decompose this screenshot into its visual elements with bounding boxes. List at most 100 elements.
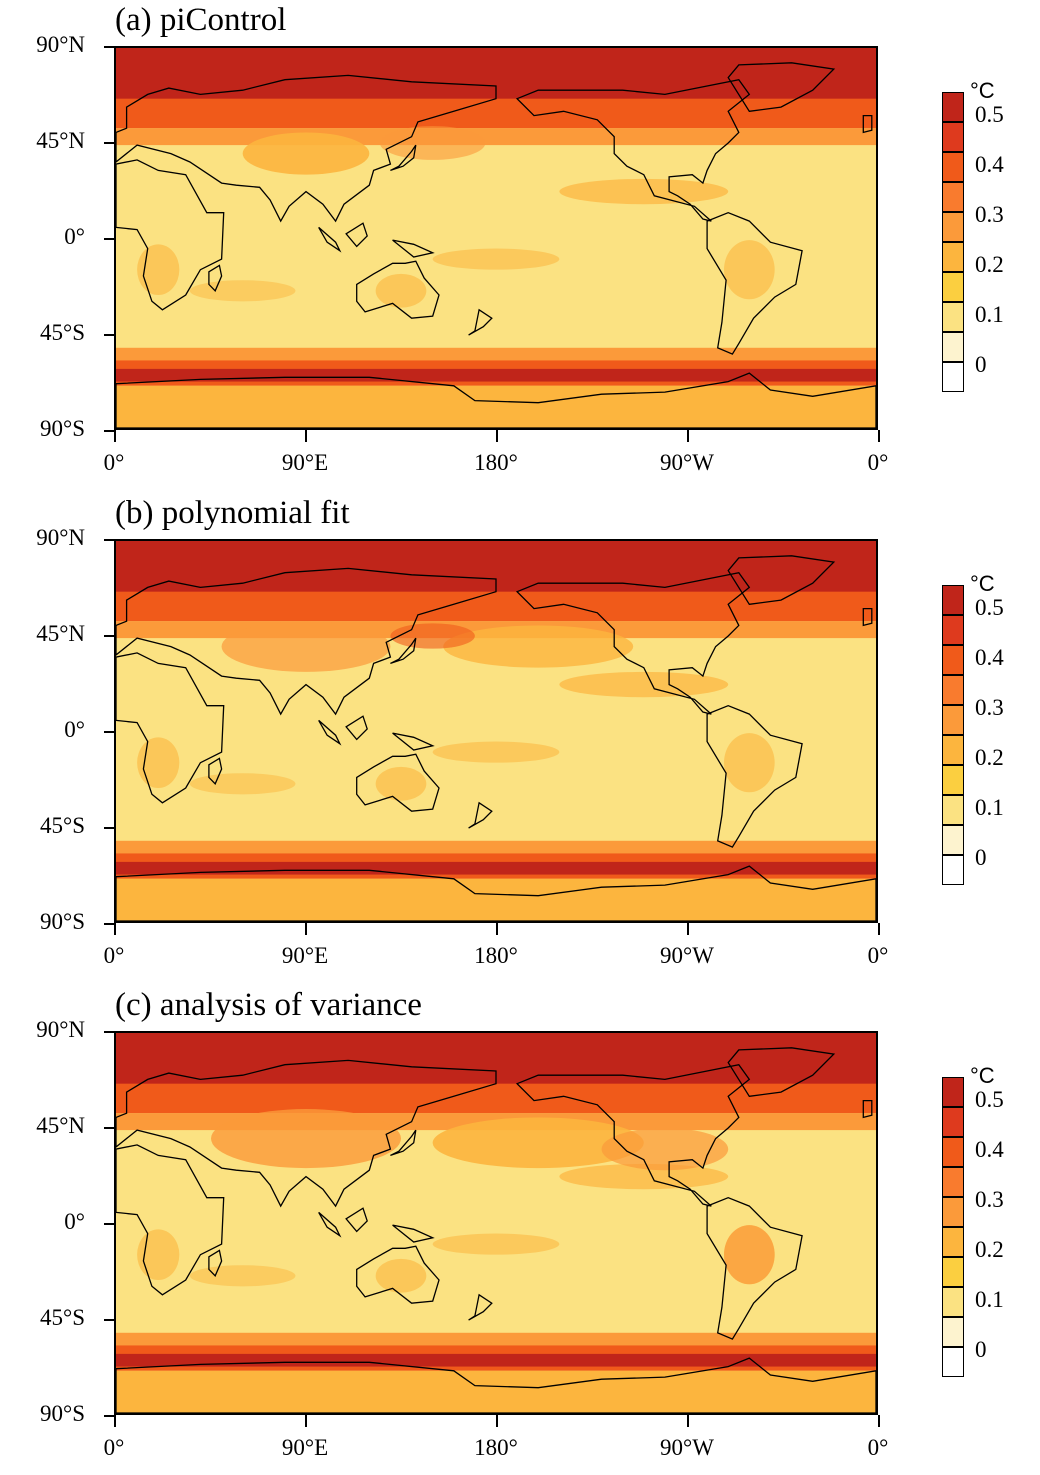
field-anomaly: [559, 671, 729, 698]
latitude-label: 90°N: [36, 525, 85, 550]
coastline: [515, 1063, 751, 1207]
longitude-label: 0°: [867, 450, 889, 475]
coastline: [727, 62, 836, 112]
coastline: [862, 607, 873, 627]
latitude-label: 45°S: [40, 813, 85, 838]
temperature-map: [114, 46, 878, 430]
field-anomaly: [724, 1225, 775, 1285]
coastline: [318, 719, 342, 746]
coastline: [468, 1293, 493, 1321]
longitude-label: 0°: [103, 1435, 125, 1460]
latitude-tick: [104, 238, 114, 240]
field-anomaly: [137, 737, 180, 788]
colorbar-label: 0.2: [975, 745, 1004, 770]
panel-title: (b) polynomial fit: [115, 495, 350, 531]
panel-title: (c) analysis of variance: [115, 987, 422, 1023]
coastline: [116, 1357, 876, 1413]
colorbar-swatch: [942, 615, 964, 645]
colorbar-label: 0: [975, 1337, 987, 1362]
field-band: [116, 861, 876, 875]
colorbar-swatch: [942, 1257, 964, 1287]
colorbar: °C 0.5 0.4 0.3 0.2 0.1 0: [942, 1063, 1004, 1377]
latitude-label: 45°S: [40, 320, 85, 345]
coastline: [727, 555, 836, 605]
latitude-tick: [104, 539, 114, 541]
colorbar-swatch: [942, 1137, 964, 1167]
longitude-tick: [878, 1415, 880, 1427]
latitude-tick: [104, 1319, 114, 1321]
map-panel: (a) piControl 90°N 45°N 0° 45°S 90°S 0° 90°E 180…: [0, 0, 1040, 490]
colorbar-label: 0: [975, 845, 987, 870]
colorbar-swatch: [942, 855, 964, 885]
latitude-label: 45°S: [40, 1305, 85, 1330]
latitude-label: 0°: [64, 717, 85, 742]
longitude-tick: [114, 1415, 116, 1427]
field-band: [116, 1353, 876, 1367]
colorbar-swatch: [942, 585, 964, 615]
latitude-tick: [104, 923, 114, 925]
colorbar-swatch: [942, 1287, 964, 1317]
colorbar-unit: °C: [970, 78, 995, 103]
coastline: [392, 1224, 435, 1243]
colorbar-label: 0.2: [975, 1237, 1004, 1262]
map-panel: (c) analysis of variance 90°N 45°N 0° 45°S 90…: [0, 985, 1040, 1475]
colorbar-swatch: [942, 1107, 964, 1137]
colorbar-label: 0.5: [975, 102, 1004, 127]
longitude-label: 90°E: [281, 450, 329, 475]
coastline: [390, 637, 417, 665]
field-anomaly: [189, 280, 296, 302]
coastline: [356, 1245, 440, 1304]
longitude-tick: [114, 923, 116, 935]
longitude-tick: [878, 430, 880, 442]
colorbar-label: 0.3: [975, 202, 1004, 227]
coastline: [116, 652, 225, 804]
field-band: [116, 878, 876, 921]
colorbar-swatch: [942, 645, 964, 675]
colorbar-label: 0.1: [975, 302, 1004, 327]
map-canvas: [116, 541, 876, 921]
coastline: [345, 222, 368, 248]
temperature-map: [114, 1031, 878, 1415]
latitude-tick: [104, 1031, 114, 1033]
colorbar-swatch: [942, 272, 964, 302]
field-band: [116, 128, 876, 146]
colorbar-label: 0.4: [975, 1137, 1004, 1162]
colorbar-swatch: [942, 1227, 964, 1257]
coastline: [116, 1059, 497, 1208]
longitude-tick: [687, 430, 689, 442]
longitude-label: 90°W: [660, 943, 714, 968]
colorbar-unit: °C: [970, 1063, 995, 1088]
latitude-label: 90°S: [40, 416, 85, 441]
longitude-label: 90°W: [660, 450, 714, 475]
longitude-tick: [305, 923, 307, 935]
latitude-label: 0°: [64, 224, 85, 249]
field-anomaly: [137, 1229, 180, 1280]
coastline: [208, 1249, 223, 1277]
field-anomaly: [559, 178, 729, 205]
longitude-tick: [496, 923, 498, 935]
longitude-tick: [305, 430, 307, 442]
longitude-label: 90°E: [281, 1435, 329, 1460]
map-canvas: [116, 1033, 876, 1413]
field-anomaly: [443, 625, 634, 668]
latitude-label: 45°N: [36, 1113, 85, 1138]
colorbar-swatch: [942, 362, 964, 392]
colorbar-swatch: [942, 242, 964, 272]
field-band: [116, 1370, 876, 1413]
field-anomaly: [432, 1117, 644, 1169]
latitude-label: 90°S: [40, 909, 85, 934]
coastline: [116, 1144, 225, 1296]
colorbar-label: 0.5: [975, 595, 1004, 620]
latitude-tick: [104, 46, 114, 48]
colorbar-swatch: [942, 302, 964, 332]
colorbar-swatch: [942, 1197, 964, 1227]
field-anomaly: [137, 244, 180, 295]
colorbar-swatch: [942, 795, 964, 825]
latitude-tick: [104, 334, 114, 336]
latitude-tick: [104, 635, 114, 637]
field-band: [116, 368, 876, 382]
field-anomaly: [724, 733, 775, 793]
latitude-label: 45°N: [36, 128, 85, 153]
colorbar-label: 0.4: [975, 645, 1004, 670]
coastline: [727, 1047, 836, 1097]
